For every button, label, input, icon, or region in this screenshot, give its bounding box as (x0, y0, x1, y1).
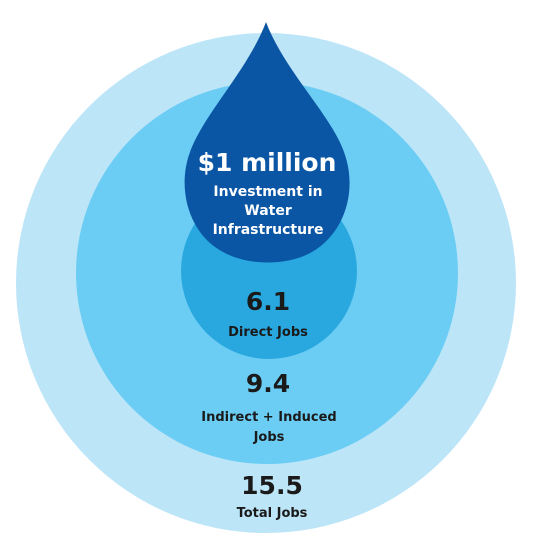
water-drop-icon (184, 22, 350, 263)
indirect-jobs-value: 9.4 (246, 369, 290, 398)
total-jobs-value: 15.5 (241, 471, 303, 500)
direct-jobs-value: 6.1 (246, 287, 290, 316)
investment-label-line3: Infrastructure (213, 222, 324, 238)
direct-jobs-label: Direct Jobs (228, 325, 308, 340)
indirect-jobs-label-line2: Jobs (253, 430, 285, 445)
investment-amount: $1 million (198, 148, 337, 177)
investment-label-line2: Water (244, 203, 292, 219)
investment-label-line1: Investment in (213, 184, 322, 200)
total-jobs-label: Total Jobs (237, 506, 308, 521)
indirect-jobs-label-line1: Indirect + Induced (201, 410, 336, 425)
